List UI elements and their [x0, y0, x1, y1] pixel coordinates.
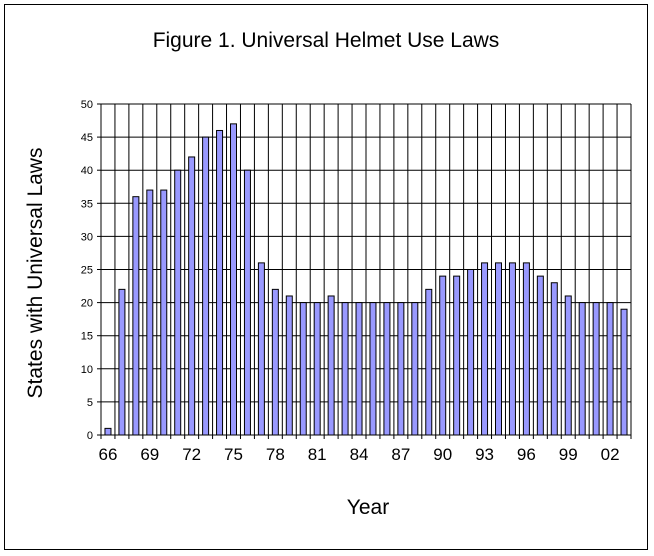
y-tick-label: 45 — [81, 132, 93, 144]
bar-70 — [160, 189, 168, 436]
bar-82 — [327, 295, 335, 436]
y-tick-label: 5 — [87, 397, 93, 409]
bar-69 — [146, 189, 154, 436]
bar-78 — [271, 288, 279, 436]
bar-81 — [313, 302, 321, 436]
bar-71 — [174, 169, 182, 436]
bar-93 — [481, 262, 489, 436]
y-tick-label: 35 — [81, 198, 93, 210]
x-tick-label: 66 — [99, 445, 118, 464]
bar-99 — [564, 295, 572, 436]
bar-86 — [383, 302, 391, 436]
y-axis-label: States with Universal Laws — [24, 148, 47, 399]
x-tick-label: 99 — [559, 445, 578, 464]
x-tick-label: 75 — [224, 445, 243, 464]
bar-91 — [453, 275, 461, 436]
bar-00 — [578, 302, 586, 436]
y-tick-label: 20 — [81, 298, 93, 310]
plot-area: 0 5 10 15 20 25 30 35 40 45 50 66 69 72 75 78 81 84 87 90 93… — [81, 99, 632, 464]
x-tick-label: 72 — [182, 445, 201, 464]
y-tick-label: 15 — [81, 331, 93, 343]
bar-85 — [369, 302, 377, 436]
y-tick-label: 0 — [87, 430, 93, 442]
bar-02 — [606, 302, 614, 436]
bar-94 — [495, 262, 502, 436]
x-tick-label: 02 — [601, 445, 620, 464]
x-tick-label: 81 — [308, 445, 327, 464]
y-tick-label: 30 — [81, 231, 93, 243]
x-tick-label: 84 — [350, 445, 369, 464]
bar-76 — [243, 169, 251, 436]
bar-80 — [299, 302, 307, 436]
chart-title: Figure 1. Universal Helmet Use Laws — [153, 29, 500, 52]
x-tick-label: 78 — [266, 445, 285, 464]
y-tick-label: 10 — [81, 364, 93, 376]
bar-75 — [230, 123, 237, 436]
bar-67 — [118, 288, 126, 436]
bar-72 — [188, 156, 196, 436]
bar-77 — [257, 262, 265, 436]
bar-92 — [467, 269, 475, 436]
bar-96 — [522, 262, 530, 436]
bar-95 — [508, 262, 516, 436]
chart-frame: Figure 1. Universal Helmet Use Laws 0 5 10… — [4, 4, 648, 550]
y-tick-label: 50 — [81, 99, 93, 111]
y-tick-label: 25 — [81, 265, 93, 277]
bar-01 — [592, 302, 600, 436]
bar-83 — [341, 302, 349, 436]
chart-svg: Figure 1. Universal Helmet Use Laws 0 5 10… — [24, 29, 632, 519]
bar-74 — [216, 129, 224, 436]
y-tick-label: 40 — [81, 165, 93, 177]
bar-90 — [439, 275, 447, 436]
bar-66 — [104, 427, 112, 436]
bar-97 — [536, 275, 544, 436]
bar-73 — [202, 136, 210, 436]
bar-68 — [132, 196, 140, 436]
bar-87 — [397, 302, 405, 436]
x-tick-label: 69 — [140, 445, 159, 464]
bar-84 — [355, 302, 363, 436]
x-tick-label: 96 — [517, 445, 536, 464]
bar-03 — [620, 308, 628, 436]
bar-79 — [285, 295, 293, 436]
x-axis-label: Year — [347, 496, 389, 519]
bar-88 — [411, 302, 419, 436]
x-tick-label: 87 — [391, 445, 410, 464]
bar-98 — [550, 282, 558, 436]
x-tick-label: 93 — [475, 445, 494, 464]
bar-89 — [425, 288, 433, 436]
x-tick-label: 90 — [433, 445, 452, 464]
